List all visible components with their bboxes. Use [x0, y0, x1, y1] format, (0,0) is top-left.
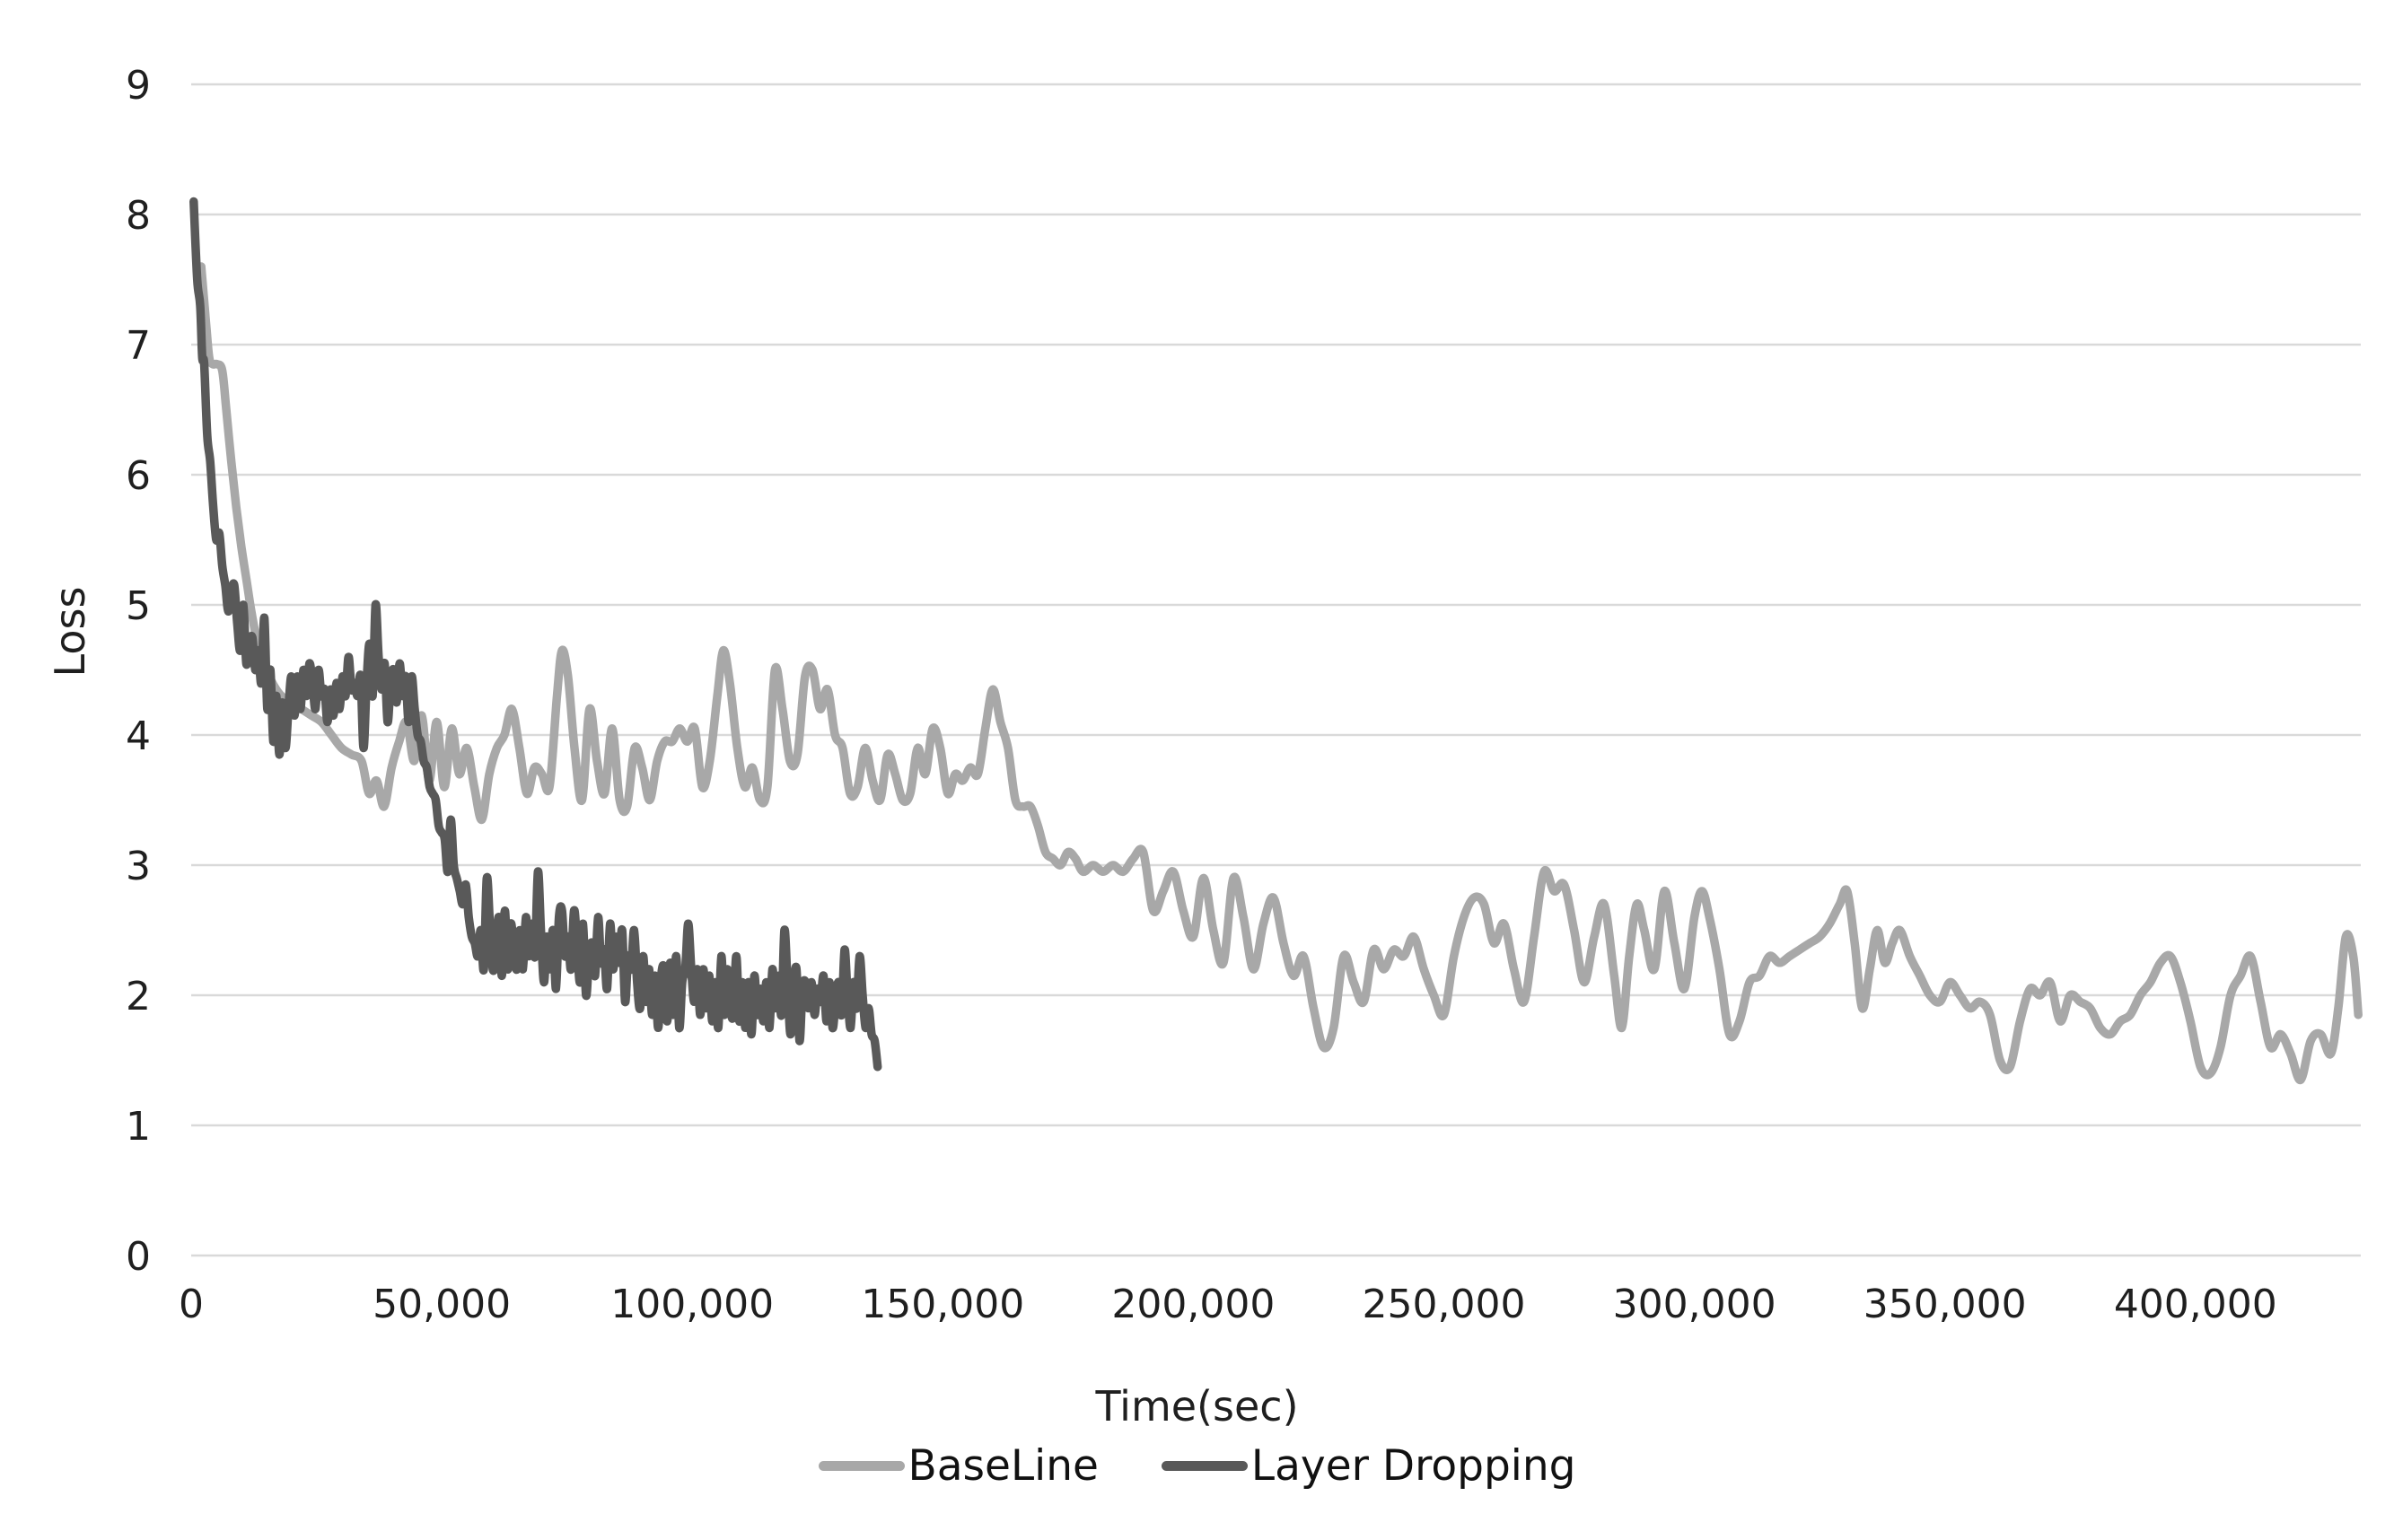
series-line-baseline [197, 262, 2363, 1085]
x-tick-label: 100,000 [610, 1282, 774, 1327]
x-tick-label: 150,000 [861, 1282, 1024, 1327]
legend-item-layer-dropping: Layer Dropping [1161, 1441, 1576, 1491]
x-tick-label: 0 [179, 1282, 204, 1327]
legend-item-baseline: BaseLine [818, 1441, 1099, 1491]
legend-label-layer-dropping: Layer Dropping [1250, 1441, 1576, 1491]
x-axis-title: Time(sec) [1095, 1382, 1299, 1431]
x-tick-label: 50,000 [373, 1282, 511, 1327]
y-tick-label: 0 [126, 1234, 151, 1280]
layer-dropping-line-swatch [1161, 1461, 1248, 1471]
legend: BaseLine Layer Dropping [0, 1441, 2394, 1491]
y-tick-label: 7 [126, 323, 151, 369]
x-tick-label: 350,000 [1863, 1282, 2027, 1327]
y-tick-label: 8 [126, 193, 151, 239]
legend-label-baseline: BaseLine [908, 1441, 1099, 1491]
x-tick-label: 400,000 [2114, 1282, 2277, 1327]
y-tick-label: 4 [126, 713, 151, 759]
x-tick-label: 300,000 [1613, 1282, 1776, 1327]
y-tick-label: 9 [126, 63, 151, 109]
y-tick-label: 6 [126, 453, 151, 499]
x-tick-label: 200,000 [1111, 1282, 1275, 1327]
y-tick-label: 2 [126, 974, 151, 1019]
y-tick-label: 5 [126, 583, 151, 629]
x-tick-label: 250,000 [1363, 1282, 1526, 1327]
y-axis-title: Loss [46, 586, 94, 678]
y-tick-label: 3 [126, 844, 151, 889]
series-line-layer-dropping [189, 197, 882, 1072]
y-tick-label: 1 [126, 1104, 151, 1150]
baseline-line-swatch [818, 1461, 905, 1471]
